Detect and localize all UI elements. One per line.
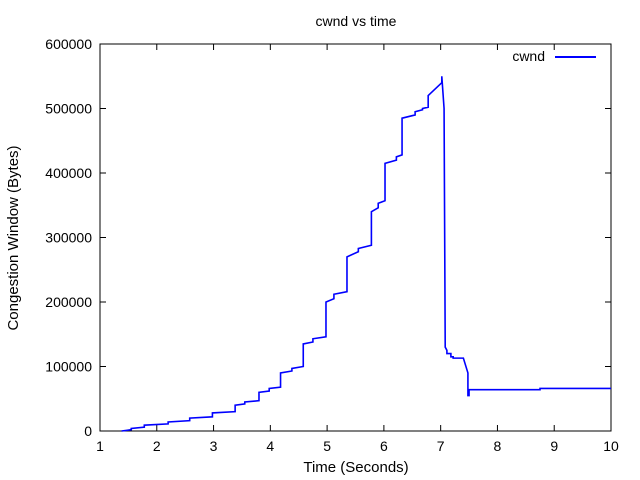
legend: cwnd — [512, 48, 596, 64]
y-tick-label: 200000 — [45, 294, 92, 310]
y-axis: 0 100000 200000 300000 400000 500000 600000 — [45, 36, 611, 439]
x-tick-label: 9 — [550, 438, 558, 454]
x-axis-label: Time (Seconds) — [303, 459, 408, 476]
y-tick-label: 400000 — [45, 165, 92, 181]
x-axis: 1 2 3 4 5 6 7 8 9 10 — [96, 44, 619, 454]
x-tick-label: 7 — [437, 438, 445, 454]
x-tick-label: 2 — [153, 438, 161, 454]
series-layer — [121, 76, 611, 432]
y-tick-label: 500000 — [45, 101, 92, 117]
x-tick-label: 10 — [603, 438, 619, 454]
x-tick-label: 1 — [96, 438, 104, 454]
y-tick-label: 0 — [84, 423, 92, 439]
x-tick-label: 3 — [210, 438, 218, 454]
series-line-cwnd — [121, 76, 611, 432]
y-tick-label: 100000 — [45, 359, 92, 375]
x-tick-label: 6 — [380, 438, 388, 454]
x-tick-label: 4 — [266, 438, 274, 454]
x-tick-label: 5 — [323, 438, 331, 454]
plot-frame — [99, 43, 612, 432]
legend-label: cwnd — [512, 48, 545, 64]
y-axis-label: Congestion Window (Bytes) — [5, 145, 22, 330]
x-tick-label: 8 — [494, 438, 502, 454]
y-tick-label: 300000 — [45, 230, 92, 246]
y-tick-label: 600000 — [45, 36, 92, 52]
chart-title: cwnd vs time — [316, 13, 397, 29]
